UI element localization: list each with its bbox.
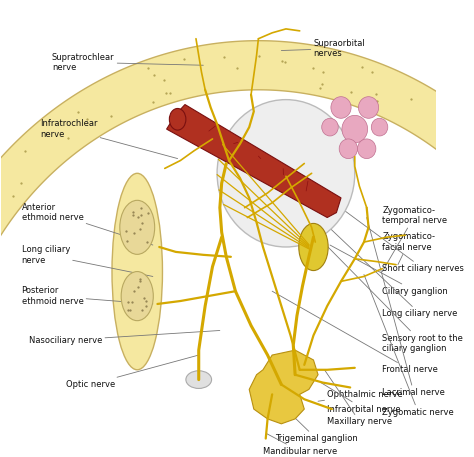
Text: Frontal nerve: Frontal nerve: [272, 291, 438, 374]
Text: Long ciliary
nerve: Long ciliary nerve: [22, 245, 153, 276]
Text: Anterior
ethmoid nerve: Anterior ethmoid nerve: [22, 203, 153, 245]
Ellipse shape: [331, 97, 351, 118]
Ellipse shape: [357, 139, 376, 159]
Text: Trigeminal ganglion: Trigeminal ganglion: [275, 409, 358, 443]
Text: Maxillary nerve: Maxillary nerve: [325, 370, 392, 426]
Text: Lacrimal nerve: Lacrimal nerve: [367, 218, 445, 397]
Ellipse shape: [120, 200, 155, 255]
Text: Zygomatico-
temporal nerve: Zygomatico- temporal nerve: [383, 206, 447, 271]
Ellipse shape: [169, 108, 186, 130]
Polygon shape: [0, 41, 474, 457]
Text: Nasociliary nerve: Nasociliary nerve: [29, 330, 220, 345]
Text: Infraorbital nerve: Infraorbital nerve: [321, 383, 401, 414]
Text: Optic nerve: Optic nerve: [65, 355, 199, 389]
Ellipse shape: [112, 173, 163, 370]
Text: Infratrochlear
nerve: Infratrochlear nerve: [40, 119, 178, 159]
Text: Long ciliary nerve: Long ciliary nerve: [313, 213, 458, 318]
Ellipse shape: [339, 139, 357, 159]
Polygon shape: [249, 350, 318, 424]
Text: Ciliary ganglion: Ciliary ganglion: [330, 245, 448, 296]
Ellipse shape: [322, 118, 338, 136]
Ellipse shape: [342, 115, 368, 143]
Ellipse shape: [358, 97, 379, 118]
Text: Zygomatico-
facial nerve: Zygomatico- facial nerve: [383, 232, 435, 265]
Ellipse shape: [121, 271, 153, 321]
Polygon shape: [166, 105, 341, 218]
Circle shape: [217, 100, 355, 247]
Text: Supratrochlear
nerve: Supratrochlear nerve: [52, 53, 203, 72]
Text: Short ciliary nerves: Short ciliary nerves: [327, 198, 464, 273]
Ellipse shape: [371, 118, 388, 136]
Text: Mandibular nerve: Mandibular nerve: [263, 434, 337, 456]
Text: Ophthalmic nerve: Ophthalmic nerve: [318, 390, 403, 401]
Text: Zygomatic nerve: Zygomatic nerve: [364, 275, 454, 416]
Ellipse shape: [186, 371, 211, 388]
Ellipse shape: [299, 223, 328, 271]
Text: Supraorbital
nerves: Supraorbital nerves: [282, 39, 365, 58]
Text: Posterior
ethmoid nerve: Posterior ethmoid nerve: [22, 287, 153, 306]
Text: Sensory root to the
ciliary ganglion: Sensory root to the ciliary ganglion: [313, 232, 463, 353]
